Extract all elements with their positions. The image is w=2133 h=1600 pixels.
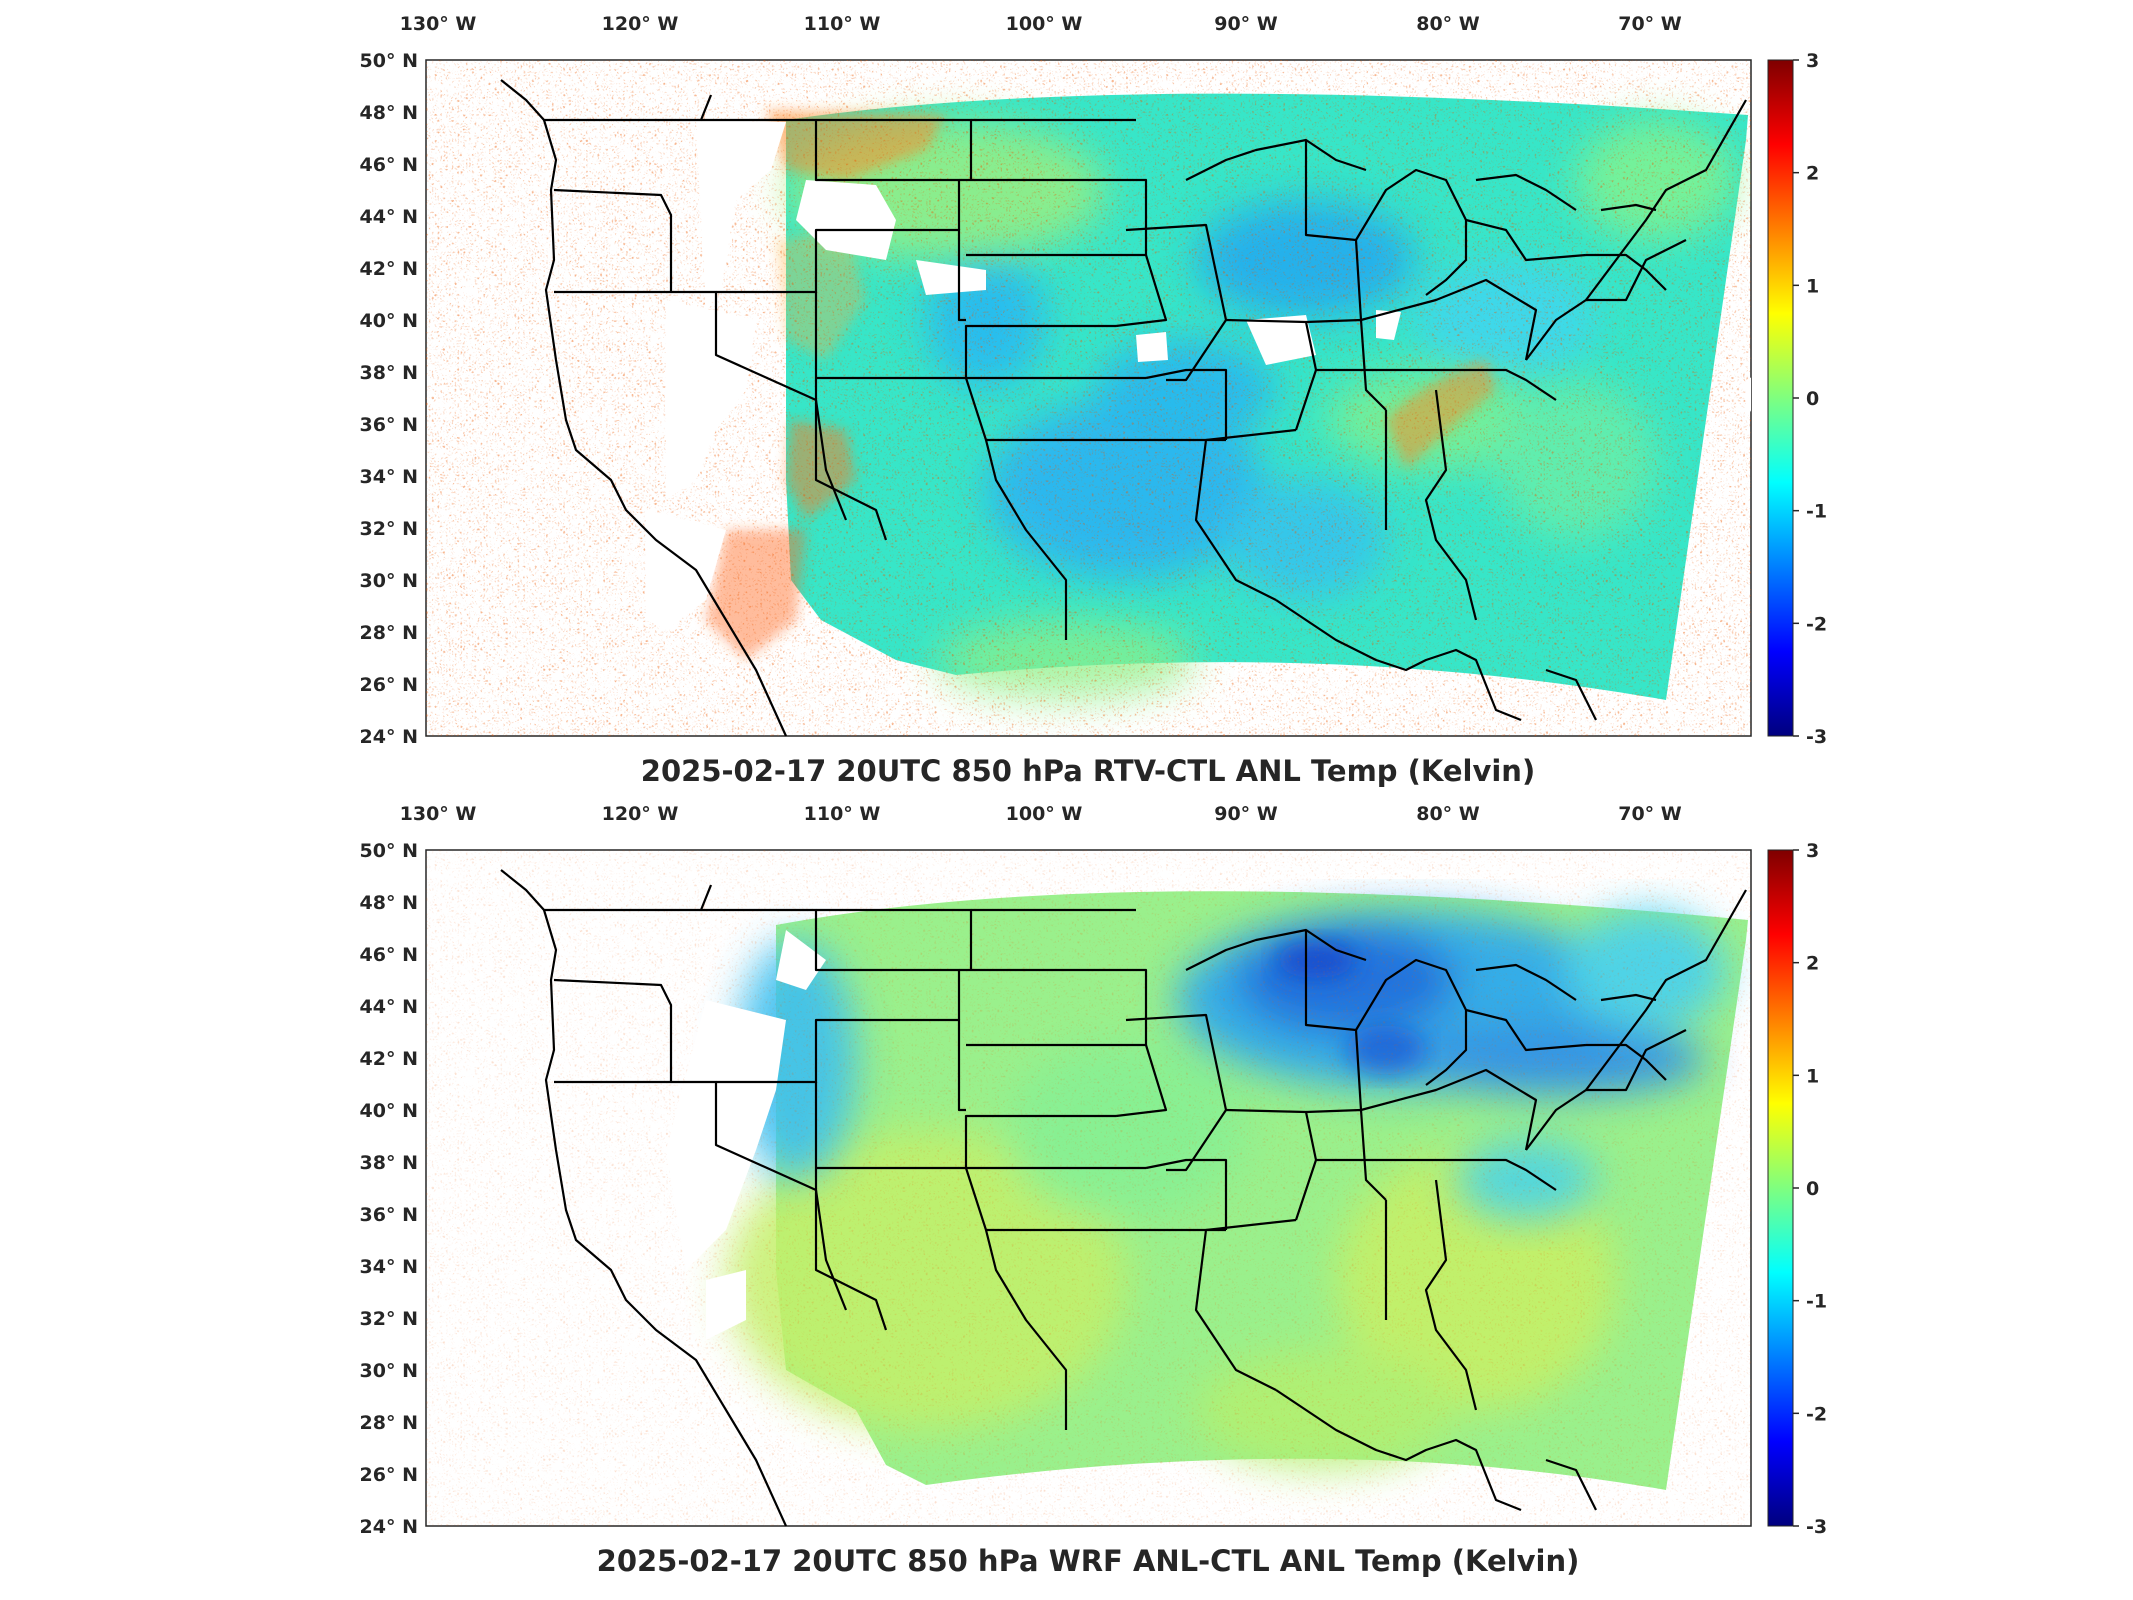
lat-label: 50° N xyxy=(360,840,418,862)
colorbar-tick-label: 1 xyxy=(1806,1065,1819,1087)
colorbar-tick-label: -2 xyxy=(1806,613,1827,635)
lat-label: 38° N xyxy=(360,1152,418,1174)
lon-label: 80° W xyxy=(1416,803,1480,825)
lat-label: 30° N xyxy=(360,570,418,592)
lat-label: 26° N xyxy=(360,1464,418,1486)
lat-label: 48° N xyxy=(360,102,418,124)
lat-label: 44° N xyxy=(360,996,418,1018)
lat-label: 38° N xyxy=(360,362,418,384)
colorbar-bottom xyxy=(1768,850,1793,1526)
lon-label: 70° W xyxy=(1618,803,1682,825)
colorbar-tick-label: 1 xyxy=(1806,275,1819,297)
panel-title: 2025-02-17 20UTC 850 hPa WRF ANL-CTL ANL… xyxy=(597,1544,1580,1578)
lat-label: 44° N xyxy=(360,206,418,228)
lon-label: 90° W xyxy=(1214,13,1278,35)
colorbar-tick-label: -3 xyxy=(1806,726,1827,748)
lat-label: 32° N xyxy=(360,518,418,540)
lon-label: 80° W xyxy=(1416,13,1480,35)
lat-label: 32° N xyxy=(360,1308,418,1330)
lat-label: 28° N xyxy=(360,622,418,644)
lat-label: 34° N xyxy=(360,1256,418,1278)
colorbar-tick-label: -1 xyxy=(1806,1291,1827,1313)
map-panel-top xyxy=(426,60,1786,736)
lat-label: 24° N xyxy=(360,1516,418,1538)
panel-title: 2025-02-17 20UTC 850 hPa RTV-CTL ANL Tem… xyxy=(641,754,1535,788)
colorbar-tick-label: -2 xyxy=(1806,1403,1827,1425)
lat-label: 40° N xyxy=(360,310,418,332)
colorbar-tick-label: 2 xyxy=(1806,163,1819,185)
lat-label: 50° N xyxy=(360,50,418,72)
lon-label: 70° W xyxy=(1618,13,1682,35)
lat-label: 24° N xyxy=(360,726,418,748)
lat-label: 28° N xyxy=(360,1412,418,1434)
colorbar-top xyxy=(1768,60,1793,736)
lon-label: 130° W xyxy=(400,13,477,35)
colorbar-tick-label: 3 xyxy=(1806,840,1819,862)
lon-label: 120° W xyxy=(602,13,679,35)
lat-label: 34° N xyxy=(360,466,418,488)
lon-label: 130° W xyxy=(400,803,477,825)
lat-label: 40° N xyxy=(360,1100,418,1122)
lat-label: 48° N xyxy=(360,892,418,914)
colorbar-tick-label: -1 xyxy=(1806,501,1827,523)
colorbar-tick-label: 3 xyxy=(1806,50,1819,72)
lon-label: 110° W xyxy=(804,803,881,825)
lat-label: 46° N xyxy=(360,154,418,176)
colorbar-tick-label: 2 xyxy=(1806,953,1819,975)
colorbar-tick-label: 0 xyxy=(1806,1178,1819,1200)
lon-label: 100° W xyxy=(1006,13,1083,35)
colorbar-tick-label: -3 xyxy=(1806,1516,1827,1538)
lon-label: 100° W xyxy=(1006,803,1083,825)
lon-label: 110° W xyxy=(804,13,881,35)
lon-label: 90° W xyxy=(1214,803,1278,825)
lat-label: 36° N xyxy=(360,1204,418,1226)
lat-label: 42° N xyxy=(360,258,418,280)
lat-label: 26° N xyxy=(360,674,418,696)
data-field xyxy=(426,60,1786,736)
map-panel-bottom xyxy=(426,850,1751,1526)
lon-label: 120° W xyxy=(602,803,679,825)
figure: 130° W 120° W 110° W 100° W 90° W 80° W 70° W 5… xyxy=(0,0,2133,1600)
lat-label: 46° N xyxy=(360,944,418,966)
colorbar-tick-label: 0 xyxy=(1806,388,1819,410)
lat-label: 30° N xyxy=(360,1360,418,1382)
lat-label: 42° N xyxy=(360,1048,418,1070)
lat-label: 36° N xyxy=(360,414,418,436)
